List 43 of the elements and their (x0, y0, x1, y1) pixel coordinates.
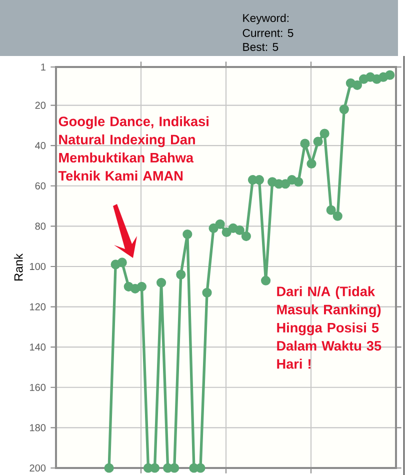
point (182, 229, 192, 240)
y-tick-label: 100 (30, 262, 46, 270)
point (176, 270, 186, 280)
y-tick-label: 140 (30, 344, 46, 351)
text: Best: 5 (243, 43, 278, 51)
point (260, 276, 271, 286)
point (208, 223, 218, 234)
point (300, 138, 310, 148)
point (156, 278, 166, 288)
point (241, 231, 251, 242)
point (117, 258, 127, 268)
point (306, 158, 316, 169)
y-tick-label: 180 (30, 424, 46, 432)
y-tick-label: 120 (30, 303, 46, 310)
point (136, 282, 146, 292)
y-tick-label: 20 (35, 102, 46, 109)
annotation: Dari N/A (Tidak Masuk Ranking) Hingga Posisi 5 Dalam Waktu 35 Hari ! (277, 286, 382, 369)
point (294, 177, 304, 187)
point (104, 463, 114, 473)
point (339, 104, 349, 114)
y-axis-title: Rank (14, 253, 23, 281)
text: Current: 5 (242, 28, 294, 38)
y-tick-label: 200 (30, 464, 46, 472)
point (332, 211, 342, 221)
annotation: Google Dance, Indikasi Natural Indexing Dan Membuktikan Bahwa Teknik Kami AMAN (58, 116, 208, 181)
point (202, 288, 212, 298)
y-tick-label: 160 (30, 384, 46, 391)
point (385, 70, 395, 80)
point (326, 205, 336, 215)
y-tick-label: 60 (35, 182, 46, 190)
point (215, 219, 225, 229)
y-tick-label: 40 (35, 142, 46, 150)
point (352, 80, 362, 90)
point (280, 179, 290, 189)
y-tick-label: 80 (35, 222, 46, 230)
point (234, 225, 244, 236)
point (320, 128, 330, 138)
text: Keyword: (243, 14, 288, 24)
point (170, 463, 180, 473)
point (222, 227, 232, 238)
point (313, 136, 323, 146)
y-tick-label: 1 (41, 64, 46, 70)
point (196, 463, 206, 473)
